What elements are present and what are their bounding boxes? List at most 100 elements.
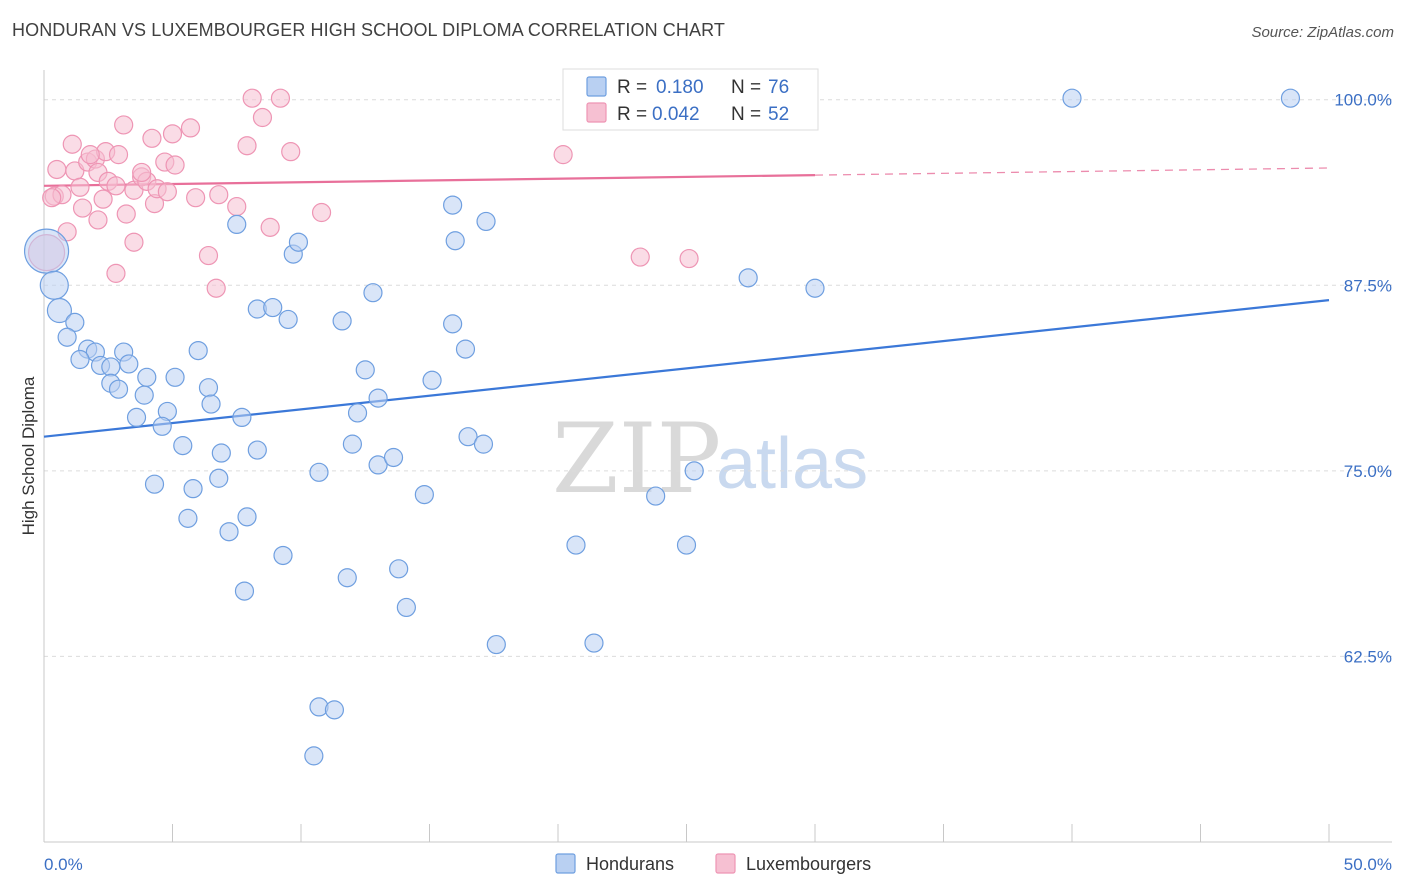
point-luxembourgers	[237, 136, 257, 156]
y-tick-label: 75.0%	[1344, 462, 1392, 481]
point-luxembourgers	[281, 142, 301, 162]
point-hondurans	[219, 522, 239, 542]
point-hondurans	[646, 486, 666, 506]
point-hondurans	[126, 407, 147, 427]
point-luxembourgers	[142, 128, 162, 148]
point-hondurans	[227, 214, 247, 234]
legend-r-label-1: R =	[617, 77, 647, 98]
point-hondurans	[332, 311, 352, 331]
watermark-atlas: atlas	[716, 424, 868, 504]
legend-n-value-2: 52	[768, 104, 789, 125]
point-hondurans	[23, 228, 70, 274]
point-hondurans	[198, 378, 219, 398]
bottom-legend: Hondurans Luxembourgers	[555, 853, 871, 874]
point-luxembourgers	[106, 263, 126, 283]
point-hondurans	[232, 407, 252, 427]
watermark-zip: ZIP	[552, 403, 721, 515]
point-luxembourgers	[62, 134, 82, 154]
point-hondurans	[684, 461, 704, 481]
point-hondurans	[144, 474, 165, 494]
point-hondurans	[46, 297, 73, 324]
point-luxembourgers	[124, 232, 144, 252]
point-hondurans	[324, 700, 345, 720]
point-luxembourgers	[679, 248, 699, 269]
point-hondurans	[201, 394, 221, 414]
point-hondurans	[676, 535, 697, 555]
point-luxembourgers	[553, 145, 573, 165]
point-hondurans	[368, 388, 388, 408]
point-hondurans	[355, 360, 375, 380]
point-luxembourgers	[72, 198, 93, 218]
point-hondurans	[57, 327, 77, 347]
point-luxembourgers	[70, 177, 90, 197]
point-hondurans	[209, 468, 229, 488]
point-luxembourgers	[180, 118, 201, 138]
point-hondurans	[263, 297, 283, 318]
point-hondurans	[65, 312, 85, 332]
point-hondurans	[183, 479, 203, 499]
point-luxembourgers	[88, 210, 108, 230]
point-hondurans	[134, 385, 154, 405]
point-hondurans	[337, 568, 357, 588]
point-hondurans	[347, 403, 368, 423]
point-hondurans	[152, 416, 172, 436]
legend-r-value-2: 0.042	[652, 104, 700, 125]
point-hondurans	[273, 545, 293, 566]
trend-line-luxembourgers-dashed	[814, 167, 1330, 176]
point-hondurans	[443, 195, 463, 215]
point-luxembourgers	[116, 204, 136, 224]
point-hondurans	[486, 634, 506, 655]
legend-n-value-1: 76	[768, 77, 789, 98]
bottom-legend-label-hondurans: Hondurans	[586, 854, 674, 874]
point-luxembourgers	[165, 155, 185, 175]
bottom-legend-swatch-luxembourgers	[715, 853, 736, 874]
point-hondurans	[70, 349, 90, 370]
trend-line-hondurans	[43, 299, 1330, 438]
point-hondurans	[368, 455, 388, 475]
point-hondurans	[566, 535, 586, 555]
legend: R = 0.180 N = 76 R = 0.042 N = 52	[562, 68, 819, 131]
point-hondurans	[234, 581, 255, 601]
legend-r-label-2: R =	[617, 104, 647, 125]
point-hondurans	[304, 746, 324, 766]
bottom-legend-label-luxembourgers: Luxembourgers	[746, 854, 871, 874]
point-luxembourgers	[242, 88, 262, 108]
data-points	[23, 88, 1301, 766]
bottom-legend-swatch-hondurans	[555, 853, 576, 874]
point-hondurans	[458, 427, 478, 447]
point-hondurans	[288, 232, 309, 252]
point-hondurans	[1062, 88, 1082, 108]
point-hondurans	[119, 354, 139, 374]
point-luxembourgers	[108, 145, 129, 165]
point-hondurans	[584, 633, 604, 653]
legend-swatch-hondurans	[586, 76, 607, 97]
point-hondurans	[108, 379, 129, 399]
point-luxembourgers	[209, 185, 229, 205]
point-hondurans	[211, 443, 231, 463]
point-luxembourgers	[198, 245, 219, 266]
point-luxembourgers	[311, 202, 332, 223]
point-hondurans	[383, 447, 404, 468]
point-luxembourgers	[42, 188, 62, 208]
point-hondurans	[738, 268, 758, 288]
chart-title: HONDURAN VS LUXEMBOURGER HIGH SCHOOL DIP…	[12, 20, 725, 40]
legend-n-label-2: N =	[731, 104, 761, 125]
legend-n-label-1: N =	[731, 77, 761, 98]
axes	[43, 70, 1392, 843]
point-hondurans	[342, 434, 362, 454]
y-tick-label: 87.5%	[1344, 276, 1392, 295]
point-luxembourgers	[106, 176, 126, 196]
x-tick-label-min: 0.0%	[44, 855, 83, 874]
y-tick-label: 100.0%	[1334, 91, 1392, 110]
point-hondurans	[178, 508, 198, 528]
point-luxembourgers	[80, 145, 100, 165]
point-hondurans	[247, 440, 267, 460]
point-luxembourgers	[157, 182, 177, 202]
point-hondurans	[396, 597, 416, 618]
point-luxembourgers	[227, 196, 247, 217]
point-hondurans	[173, 436, 193, 456]
point-hondurans	[414, 485, 434, 505]
y-tick-labels: 62.5% 75.0% 87.5% 100.0%	[1334, 91, 1392, 667]
point-luxembourgers	[132, 162, 152, 183]
